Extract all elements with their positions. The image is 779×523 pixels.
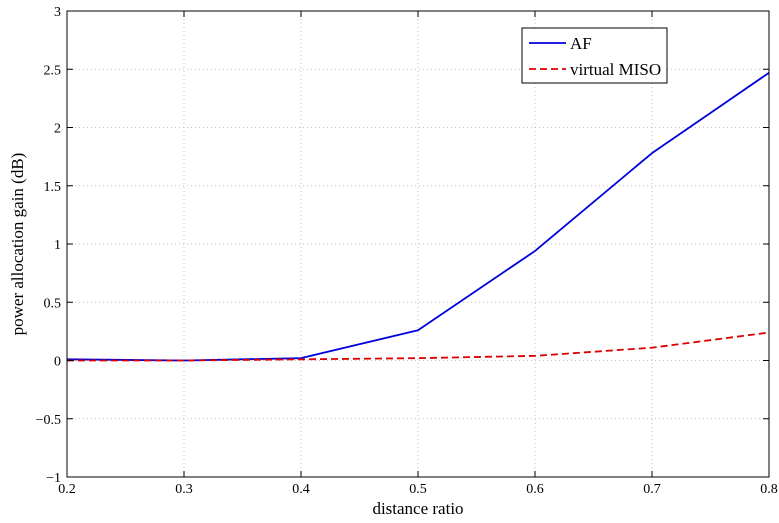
x-axis-label: distance ratio: [372, 499, 463, 518]
legend: AF virtual MISO: [521, 27, 668, 84]
x-tick-label: 0.4: [292, 482, 310, 497]
grid-lines: [67, 11, 769, 477]
legend-label-virtual-miso: virtual MISO: [570, 60, 661, 79]
y-tick-label: 0.5: [44, 296, 62, 311]
x-tick-label: 0.7: [643, 482, 661, 497]
y-axis-label: power allocation gain (dB): [8, 153, 27, 336]
x-tick-label: 0.2: [58, 482, 76, 497]
legend-label-af: AF: [570, 34, 592, 53]
x-tick-label: 0.3: [175, 482, 193, 497]
axis-ticks: 0.2 0.3 0.4 0.5 0.6 0.7 0.8 −1 −0.5 0 0.5 1 1.5 2 2.5 3: [36, 5, 778, 497]
y-tick-label: 3: [54, 5, 61, 20]
y-tick-label: 1: [54, 238, 61, 253]
y-tick-label: −1: [46, 471, 61, 486]
data-series: [66, 72, 770, 362]
y-tick-label: 2.5: [44, 63, 62, 78]
x-tick-label: 0.8: [760, 482, 778, 497]
x-tick-label: 0.5: [409, 482, 427, 497]
virtual-miso-series-line: [67, 331, 770, 362]
y-tick-label: 0: [54, 355, 61, 370]
y-tick-label: 1.5: [44, 180, 62, 195]
y-tick-label: −0.5: [36, 413, 61, 428]
y-tick-label: 2: [54, 122, 61, 137]
x-tick-label: 0.6: [526, 482, 544, 497]
legend-box: [521, 27, 668, 84]
